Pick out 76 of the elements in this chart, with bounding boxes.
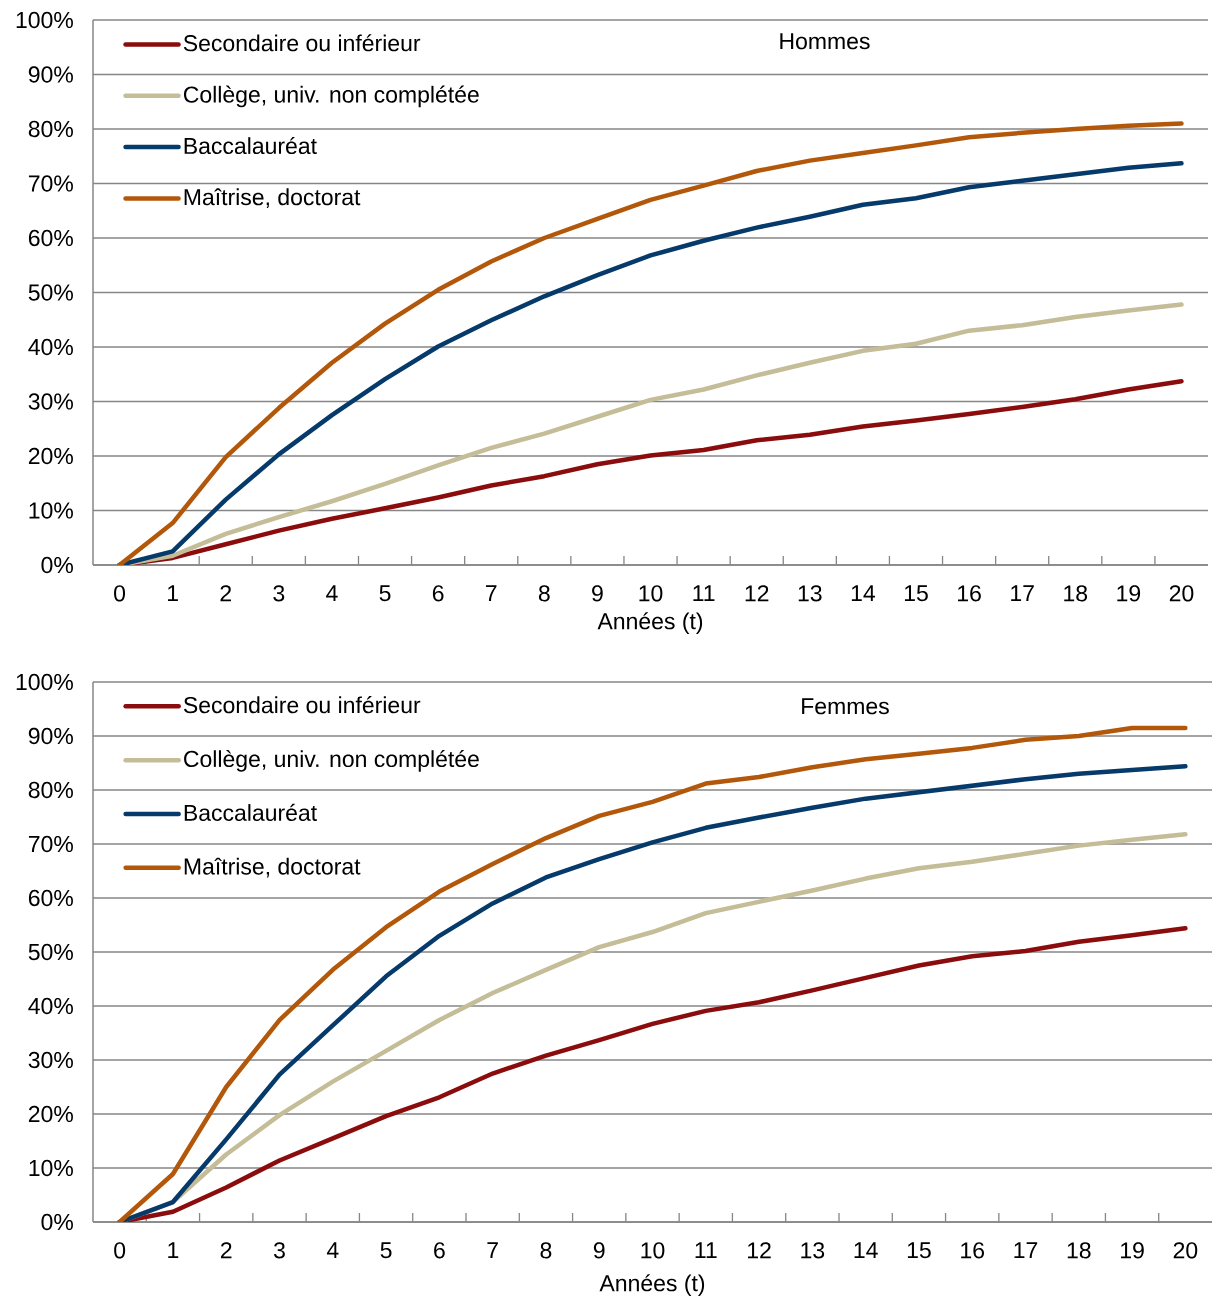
x-tick-label: 6: [434, 1242, 445, 1259]
x-tick-label: 15: [907, 1242, 931, 1259]
y-tick-label: 30%: [28, 1051, 73, 1069]
y-tick-label: 80%: [28, 781, 73, 799]
x-tick-label: 0: [114, 585, 126, 602]
y-tick-label: 90%: [28, 727, 73, 745]
x-tick-label: 8: [540, 1242, 552, 1259]
y-tick-label: 10%: [29, 502, 73, 519]
x-tick-label: 7: [486, 585, 497, 602]
x-tick-label: 0: [114, 1242, 126, 1259]
x-tick-label: 12: [748, 1242, 771, 1259]
x-tick-label: 20: [1173, 1242, 1198, 1259]
y-tick-label: 100%: [16, 673, 73, 691]
x-axis-title: Années (t): [597, 612, 703, 634]
legend-label: Collège, univ. non complétée: [184, 749, 479, 772]
x-tick-label: 17: [1014, 1242, 1038, 1259]
x-tick-label: 6: [432, 585, 444, 602]
y-tick-label: 20%: [28, 1105, 73, 1123]
x-tick-label: 1: [168, 1242, 179, 1259]
x-tick-label: 11: [693, 585, 715, 602]
chart-title: Hommes: [780, 33, 870, 50]
legend-label: Collège, univ. non complétée: [183, 85, 479, 108]
x-tick-label: 20: [1169, 585, 1194, 602]
x-tick-label: 18: [1067, 1242, 1091, 1259]
y-tick-label: 50%: [28, 284, 73, 301]
x-tick-label: 3: [273, 585, 285, 602]
y-tick-label: 10%: [29, 1159, 73, 1177]
x-tick-label: 10: [639, 585, 663, 602]
text: Femmes: [802, 698, 889, 715]
x-tick-label: 9: [593, 1242, 605, 1259]
y-tick-label: 70%: [28, 175, 73, 192]
y-tick-label: 50%: [28, 943, 73, 961]
legend-label: Baccalauréat: [184, 136, 317, 155]
y-tick-label: 60%: [28, 889, 73, 907]
y-tick-label: 30%: [28, 393, 73, 410]
x-tick-label: 4: [326, 1242, 339, 1259]
x-tick-label: 11: [695, 1242, 717, 1259]
y-tick-label: 80%: [28, 120, 73, 138]
y-tick-label: 40%: [28, 997, 73, 1015]
x-tick-label: 14: [851, 585, 876, 602]
y-tick-label: 60%: [28, 229, 73, 247]
x-tick-label: 15: [904, 585, 928, 602]
x-tick-label: 5: [380, 1242, 392, 1259]
y-tick-label: 0%: [41, 556, 73, 574]
y-tick-label: 40%: [28, 338, 73, 356]
legend-label: Baccalauréat: [184, 803, 317, 821]
y-tick-label: 0%: [41, 1213, 73, 1231]
x-tick-label: 9: [592, 585, 603, 602]
x-tick-label: 5: [379, 585, 391, 602]
x-tick-label: 16: [961, 1242, 984, 1259]
x-tick-label: 2: [220, 585, 231, 602]
x-tick-label: 13: [801, 1242, 825, 1259]
x-tick-label: 14: [854, 1242, 878, 1259]
x-tick-label: 19: [1117, 585, 1141, 602]
x-tick-label: 16: [958, 585, 981, 602]
legend-label: Maîtrise, doctorat: [184, 857, 361, 878]
x-tick-label: 1: [168, 585, 178, 602]
x-axis-title: Années (t): [599, 1274, 705, 1296]
legend-label: Secondaire ou inférieur: [183, 34, 421, 52]
x-tick-label: 17: [1011, 585, 1034, 602]
y-tick-label: 70%: [28, 835, 73, 853]
y-tick-label: 90%: [28, 66, 73, 83]
x-tick-label: 10: [641, 1242, 665, 1259]
x-tick-label: 2: [220, 1242, 232, 1259]
x-tick-label: 8: [538, 585, 550, 602]
x-tick-label: 18: [1064, 585, 1088, 602]
x-tick-label: 4: [326, 585, 338, 602]
x-tick-label: 3: [273, 1242, 285, 1259]
x-tick-label: 13: [798, 585, 822, 602]
y-tick-label: 20%: [28, 447, 73, 465]
x-tick-label: 12: [745, 585, 769, 602]
legend-label: Secondaire ou inférieur: [183, 696, 421, 714]
x-tick-label: 19: [1121, 1242, 1144, 1259]
x-tick-label: 7: [487, 1242, 498, 1259]
legend-label: Maîtrise, doctorat: [184, 188, 361, 208]
y-tick-label: 100%: [16, 11, 73, 29]
